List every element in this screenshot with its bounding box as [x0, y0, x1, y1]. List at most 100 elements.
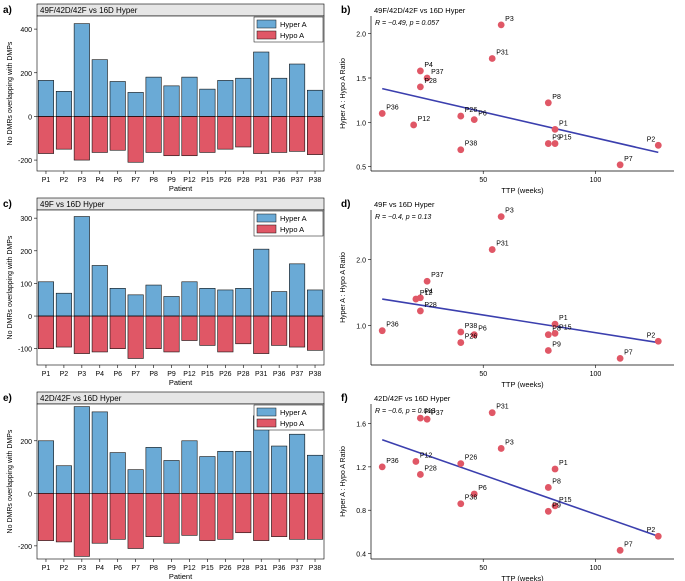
x-tick-label: P28: [237, 371, 250, 378]
bar-hypo-p9: [163, 493, 180, 544]
point-p4: [416, 67, 424, 75]
bar-hyper-p9: [163, 85, 180, 117]
bar-hyper-p6: [109, 452, 126, 494]
point-p1: [551, 125, 559, 133]
point-label: P8: [552, 94, 561, 101]
legend-swatch: [256, 19, 277, 29]
x-tick-label: P6: [113, 565, 122, 572]
point-label: P1: [559, 120, 568, 127]
point-p38: [457, 500, 465, 508]
point-label: P31: [496, 404, 509, 411]
point-p3: [497, 21, 505, 29]
bar-hypo-p1: [37, 315, 54, 349]
bar-hyper-p9: [163, 296, 180, 317]
y-tick-label: 1.6: [356, 422, 366, 429]
legend-swatch: [256, 30, 277, 40]
point-p6: [470, 490, 478, 498]
bar-hyper-p1: [37, 281, 54, 317]
x-axis-label: TTP (weeks): [501, 186, 544, 195]
bar-hypo-p6: [109, 315, 126, 349]
y-tick-label: 0: [28, 491, 32, 498]
panel-label: b): [341, 5, 350, 16]
bar-hypo-p8: [145, 493, 162, 537]
x-tick-label: P37: [291, 177, 304, 184]
chart-title: 49F vs 16D Hyper: [40, 200, 105, 209]
x-tick-label: P38: [309, 177, 322, 184]
point-p12: [412, 458, 420, 465]
bar-hypo-p31: [253, 493, 270, 541]
point-label: P15: [559, 135, 572, 142]
point-label: P6: [478, 111, 487, 118]
x-tick-label: P31: [255, 371, 268, 378]
bar-hyper-p12: [181, 76, 198, 117]
x-tick-label: P9: [167, 371, 176, 378]
point-p28: [416, 307, 424, 315]
bar-hypo-p37: [289, 315, 306, 348]
point-p7: [616, 355, 624, 362]
scatter-panel: d) 49F vs 16D Hyper 1.0 2.0 50 100 TTP (weeks)…: [340, 199, 674, 389]
y-axis-label: No DMRs overlapping with DMPs: [7, 235, 14, 339]
y-tick-label: 1.5: [356, 76, 366, 83]
bar-panel: e) 42D/42F vs 16D Hyper -200 0 200 P1 P2 P3 P4 P6…: [3, 391, 325, 581]
x-tick-label: P8: [149, 177, 158, 184]
x-tick-label: P3: [78, 371, 87, 378]
bar-hypo-p12: [181, 315, 198, 341]
point-p31: [488, 409, 496, 417]
x-tick-label: P2: [60, 371, 69, 378]
y-tick-label: 100: [20, 281, 32, 288]
x-tick-label: P15: [201, 565, 214, 572]
stat-label: R = −0.4, p = 0.13: [375, 214, 431, 221]
panel-label: c): [3, 199, 12, 210]
point-p37: [423, 415, 431, 423]
bar-hyper-p36: [271, 445, 288, 494]
panel-label: f): [341, 393, 348, 404]
bar-hyper-p26: [217, 450, 234, 494]
chart-title: 49F/42D/42F vs 16D Hyper: [40, 6, 138, 15]
point-p38: [457, 328, 465, 336]
bar-hypo-p15: [199, 315, 216, 346]
bar-hyper-p28: [235, 77, 252, 117]
bar-hyper-p1: [37, 440, 54, 494]
bar-hyper-p15: [199, 88, 216, 117]
bar-hyper-p8: [145, 284, 162, 317]
bar-hypo-p15: [199, 116, 216, 153]
point-p1: [551, 320, 559, 328]
bar-hyper-p12: [181, 281, 198, 317]
point-label: P4: [424, 62, 433, 69]
bar-hypo-p26: [217, 315, 234, 353]
bar-hypo-p2: [55, 493, 72, 543]
x-tick-label: P6: [113, 371, 122, 378]
bar-hypo-p4: [91, 493, 108, 544]
point-p26: [457, 339, 465, 346]
x-tick-label: P4: [96, 177, 105, 184]
bar-hypo-p12: [181, 493, 198, 536]
bar-hypo-p26: [217, 116, 234, 150]
y-tick-label: 300: [20, 216, 32, 223]
bar-hypo-p6: [109, 493, 126, 540]
bar-hyper-p4: [91, 265, 108, 317]
point-label: P4: [424, 409, 433, 416]
bar-hyper-p31: [253, 248, 270, 317]
x-tick-label: 50: [479, 177, 487, 184]
panel-label: d): [341, 199, 350, 210]
bar-panel: a) 49F/42D/42F vs 16D Hyper -200 0 200 400 P1 P…: [3, 3, 325, 193]
bar-hypo-p38: [307, 493, 324, 540]
bar-hypo-p3: [73, 315, 90, 354]
point-label: P4: [424, 289, 433, 296]
x-axis-label: Patient: [169, 378, 193, 387]
bar-hyper-p8: [145, 76, 162, 117]
x-tick-label: P7: [131, 177, 140, 184]
x-axis-label: TTP (weeks): [501, 380, 544, 389]
bar-hypo-p4: [91, 315, 108, 353]
bar-hypo-p26: [217, 493, 234, 540]
point-label: P38: [465, 323, 478, 330]
point-label: P2: [647, 332, 656, 339]
x-tick-label: P15: [201, 371, 214, 378]
point-label: P1: [559, 315, 568, 322]
point-label: P26: [465, 107, 478, 114]
bar-hypo-p1: [37, 116, 54, 154]
x-tick-label: P9: [167, 565, 176, 572]
point-label: P2: [647, 527, 656, 534]
bar-hypo-p28: [235, 116, 252, 148]
bar-hyper-p8: [145, 447, 162, 494]
